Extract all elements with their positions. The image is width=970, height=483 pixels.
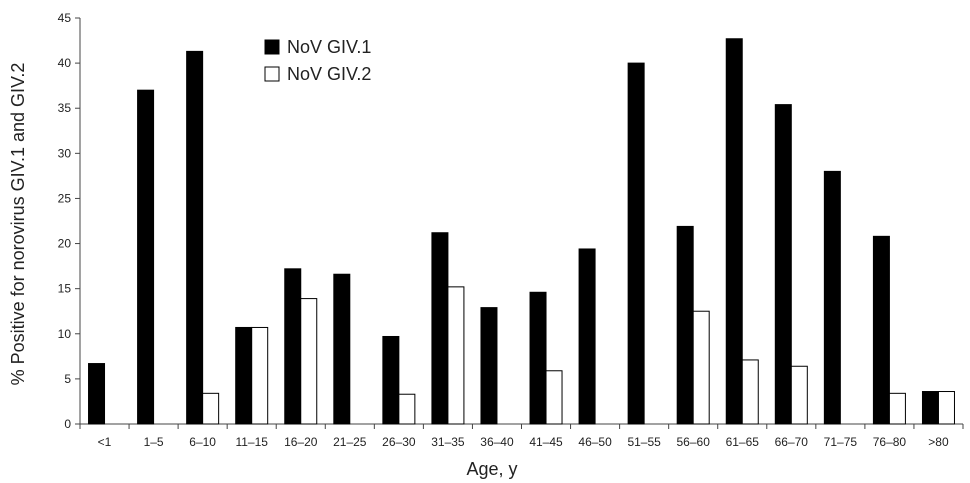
legend-swatch-giv1 [264, 39, 280, 55]
legend-label-giv2: NoV GIV.2 [287, 64, 371, 84]
x-tick-label: 76–80 [873, 435, 907, 449]
bar-giv1 [235, 326, 253, 425]
legend-swatch-giv2 [264, 66, 280, 82]
bar-giv1 [186, 50, 204, 425]
x-tick-label: 56–60 [677, 435, 711, 449]
bar-giv2 [300, 298, 318, 425]
x-tick-label: <1 [98, 435, 112, 449]
x-tick-label: 6–10 [189, 435, 216, 449]
bar-giv1 [823, 170, 841, 425]
bar-giv2 [790, 365, 808, 425]
bar-giv2 [692, 310, 710, 425]
x-tick-label: 61–65 [726, 435, 760, 449]
bar-giv1 [333, 273, 351, 425]
bar-giv1 [137, 89, 155, 425]
bar-giv1 [676, 225, 694, 425]
x-tick-label: 71–75 [824, 435, 858, 449]
x-tick-label: 66–70 [775, 435, 809, 449]
y-tick-label: 35 [58, 101, 72, 115]
bar-giv2 [741, 359, 759, 425]
legend-label-giv1: NoV GIV.1 [287, 37, 371, 57]
y-tick-label: 25 [58, 191, 72, 205]
bar-giv1 [529, 291, 547, 425]
bar-giv1 [284, 268, 302, 425]
x-tick-label: 16–20 [284, 435, 318, 449]
bar-giv2 [545, 370, 563, 425]
bar-giv2 [937, 391, 955, 425]
y-axis-label: % Positive for norovirus GIV.1 and GIV.2 [8, 63, 28, 386]
y-tick-label: 45 [58, 11, 72, 25]
bar-giv1 [725, 38, 743, 425]
x-tick-label: 31–35 [431, 435, 465, 449]
plot-area: 0 5 10 15 20 25 30 35 40 45 <1 1–5 6–10 11–15 16–20 21–… [58, 11, 964, 449]
y-tick-label: 20 [58, 237, 72, 251]
x-tick-label: 46–50 [578, 435, 612, 449]
bar-giv2 [888, 392, 906, 425]
bar-giv1 [431, 232, 449, 425]
x-tick-label: 51–55 [627, 435, 661, 449]
x-tick-label: 41–45 [529, 435, 563, 449]
bar-giv2 [202, 392, 220, 425]
y-tick-label: 0 [64, 417, 71, 431]
bar-giv1 [921, 391, 939, 425]
bar-giv1 [627, 62, 645, 425]
y-tick-label: 5 [64, 372, 71, 386]
y-tick-label: 30 [58, 146, 72, 160]
x-tick-label: 26–30 [382, 435, 416, 449]
y-tick-label: 10 [58, 327, 72, 341]
bar-giv1 [480, 307, 498, 425]
bar-giv1 [872, 235, 890, 425]
x-axis-label: Age, y [466, 459, 517, 479]
bar-giv1 [88, 363, 106, 425]
bar-giv1 [382, 335, 400, 425]
bar-giv1 [578, 248, 596, 425]
x-tick-label: 21–25 [333, 435, 367, 449]
bar-giv1 [774, 104, 792, 425]
bar-giv2 [251, 326, 269, 425]
y-tick-label: 40 [58, 56, 72, 70]
x-tick-label: 1–5 [144, 435, 164, 449]
x-tick-label: 11–15 [235, 435, 268, 449]
x-tick-label: 36–40 [480, 435, 514, 449]
bar-giv2 [398, 393, 416, 425]
y-tick-label: 15 [58, 282, 72, 296]
x-tick-label: >80 [928, 435, 949, 449]
bar-giv2 [447, 286, 465, 425]
